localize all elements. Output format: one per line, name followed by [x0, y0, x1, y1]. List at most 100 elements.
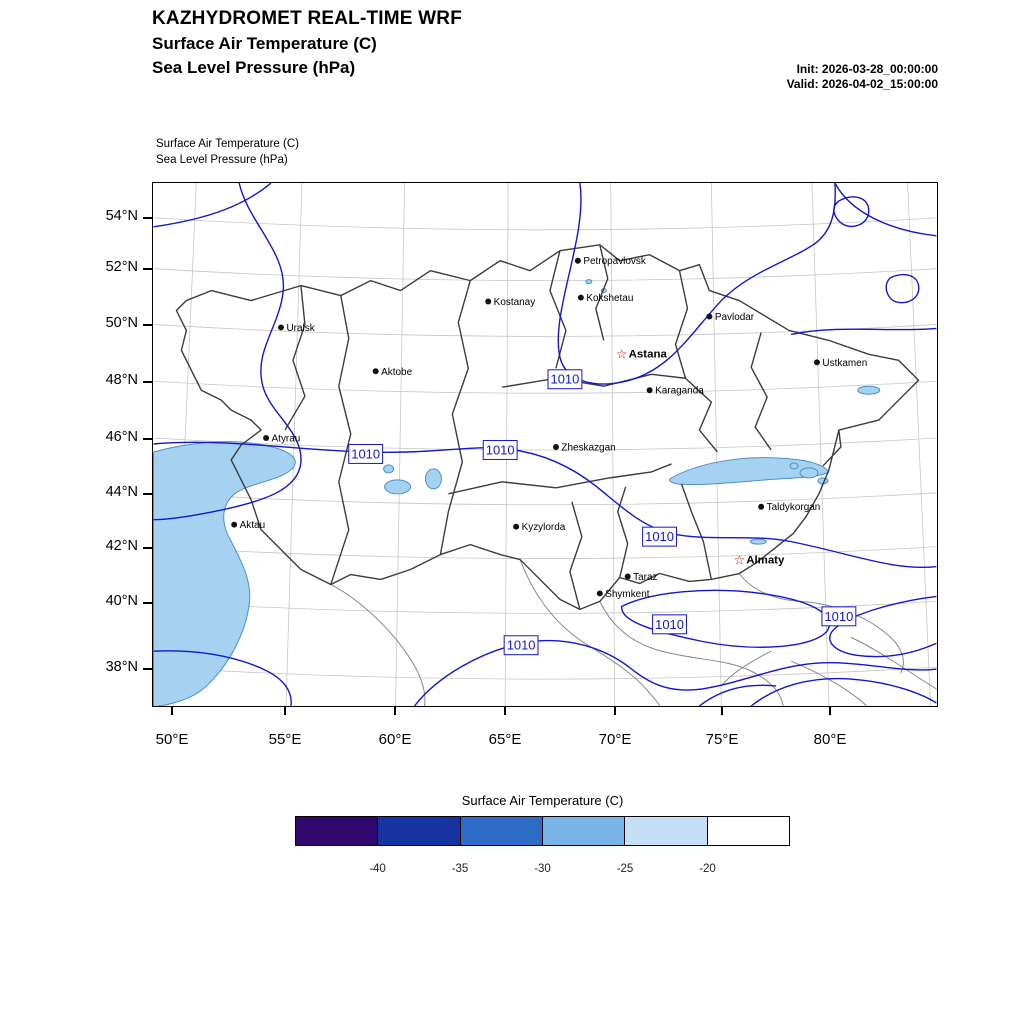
isobar-contour	[153, 183, 302, 521]
city-dot	[596, 590, 603, 597]
legend-color-segment	[624, 817, 707, 845]
city-dot	[813, 359, 820, 366]
city-dot	[513, 523, 520, 530]
oblast-boundary	[448, 463, 672, 495]
city-label: Aktau	[240, 520, 265, 531]
isobar-value-label: 1010	[507, 638, 536, 653]
oblast-boundary	[569, 501, 583, 610]
city-label: Taraz	[633, 572, 657, 583]
lon-tick-label: 60°E	[378, 731, 412, 748]
isobar-contour	[834, 183, 937, 237]
legend-tick-label: -25	[616, 863, 634, 875]
isobar-label-box	[503, 635, 539, 656]
caspian-sea	[153, 441, 296, 706]
legend-color-segment	[377, 817, 460, 845]
isobar-value-label: 1010	[655, 617, 684, 632]
lon-tickmark	[721, 707, 723, 715]
city-label: Pavlodar	[715, 312, 755, 323]
isobar-label-box	[821, 606, 857, 627]
isobar-label-box	[482, 440, 518, 460]
capital-city-label: Almaty	[746, 555, 785, 567]
lat-tick-label: 46°N	[105, 429, 138, 445]
lat-tickmark	[143, 602, 152, 604]
lon-tickmark	[829, 707, 831, 715]
lat-tick-label: 50°N	[105, 315, 138, 331]
isobar-contour	[153, 183, 272, 228]
lon-tick-label: 55°E	[268, 731, 302, 748]
city-label: Aktobe	[381, 367, 412, 378]
lon-tick-label: 75°E	[705, 731, 739, 748]
lat-tick-label: 40°N	[105, 593, 138, 609]
lat-tickmark	[143, 217, 152, 219]
isobar-contour	[750, 677, 937, 706]
lat-tick-label: 42°N	[105, 538, 138, 554]
legend-tick-label: -20	[699, 863, 716, 875]
isobar-value-label: 1010	[824, 609, 853, 624]
oblast-boundary	[330, 295, 352, 585]
lon-tick-label: 80°E	[813, 731, 847, 748]
lat-tickmark	[143, 324, 152, 326]
legend-color-segment	[459, 817, 542, 845]
isobar-contour	[829, 595, 937, 658]
city-dot	[577, 294, 584, 301]
city-dot	[574, 257, 581, 264]
isobar-label-layer: 1010 1010 1010 1010 1010 1010 1010	[348, 369, 857, 656]
valid-time: Valid: 2026-04-02_15:00:00	[786, 77, 938, 91]
subtitle-pressure: Sea Level Pressure (hPa)	[152, 58, 356, 77]
water-layer	[153, 279, 881, 706]
city-label: Zheskazgan	[561, 442, 615, 453]
city-dot	[624, 573, 631, 580]
city-label: Karaganda	[655, 386, 704, 397]
oblast-boundary	[284, 285, 306, 431]
small-lake	[383, 464, 395, 474]
lake-zaysan	[857, 385, 881, 395]
isobar-label-box	[652, 614, 687, 635]
lat-tick-label: 44°N	[105, 484, 138, 500]
capital-star-icon: ☆	[733, 554, 745, 569]
lon-tickmark	[171, 707, 173, 715]
small-lake	[585, 279, 593, 285]
city-dot	[263, 435, 270, 442]
legend-title: Surface Air Temperature (C)	[461, 793, 624, 808]
kapchagay-reservoir	[749, 538, 767, 545]
lon-tickmark	[504, 707, 506, 715]
city-dot	[278, 324, 284, 331]
oblast-boundary	[549, 250, 567, 369]
lon-tick-label: 70°E	[598, 731, 632, 748]
map-svg: 1010 1010 1010 1010 1010 1010 1010 Petropavlov…	[153, 183, 937, 706]
page-title: KAZHYDROMET REAL-TIME WRF	[152, 8, 463, 29]
oblast-boundary	[439, 280, 471, 555]
lon-tickmark	[284, 707, 286, 715]
legend-tick-label: -40	[369, 863, 386, 875]
city-label: Ustkamen	[822, 358, 867, 369]
legend-tick-label: -35	[451, 863, 469, 875]
oblast-boundary	[502, 373, 686, 388]
capital-city-label: Astana	[629, 348, 668, 360]
isobar-contour	[833, 196, 870, 228]
city-label: Shymkent	[605, 589, 649, 600]
lon-tickmark	[614, 707, 616, 715]
isobar-value-label: 1010	[351, 446, 380, 461]
lat-tickmark	[143, 268, 152, 270]
foreign-boundary-layer	[330, 559, 937, 706]
city-dot	[552, 444, 559, 450]
city-dot	[231, 521, 238, 528]
city-dot	[706, 313, 713, 320]
aral-lake-east	[424, 468, 442, 490]
legend-color-segment	[296, 817, 378, 845]
oblast-boundary	[750, 332, 772, 451]
isobar-label-box	[642, 526, 677, 547]
city-dot	[758, 503, 765, 510]
legend-color-segment	[541, 817, 625, 845]
isobar-value-label: 1010	[486, 442, 515, 457]
city-label: Uralsk	[286, 323, 314, 334]
lat-tickmark	[143, 381, 152, 383]
lat-tickmark	[143, 668, 152, 670]
lat-tickmark	[143, 547, 152, 549]
isobar-contour	[885, 274, 920, 304]
map-caption-pressure: Sea Level Pressure (hPa)	[156, 154, 288, 166]
isobar-contour	[557, 183, 836, 385]
isobar-label-box	[348, 444, 384, 464]
legend-color-segment	[706, 817, 789, 845]
lon-tick-label: 65°E	[488, 731, 522, 748]
